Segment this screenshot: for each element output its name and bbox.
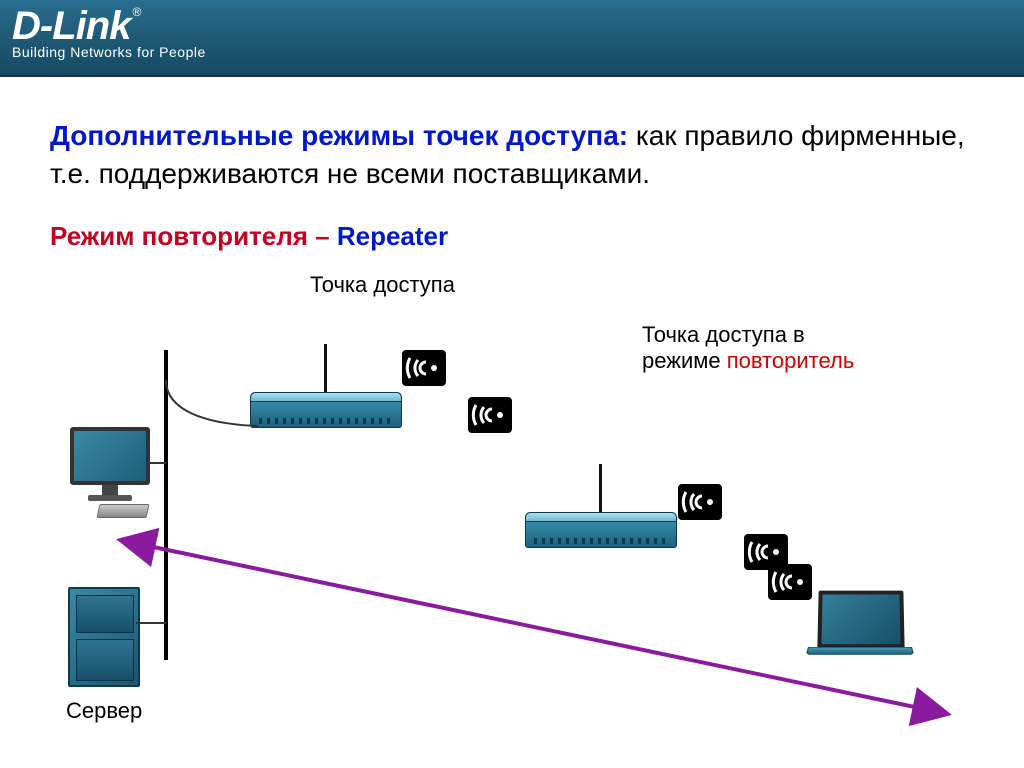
- subtitle-red: Режим повторителя –: [50, 221, 337, 251]
- header-banner: D-Link® Building Networks for People: [0, 0, 1024, 77]
- title-emphasis: Дополнительные режимы точек доступа:: [50, 120, 628, 151]
- logo-text: D-Link: [12, 4, 130, 48]
- slide-subtitle: Режим повторителя – Repeater: [50, 221, 974, 252]
- network-diagram: Точка доступа Точка доступа в режиме пов…: [50, 262, 974, 742]
- slide-title: Дополнительные режимы точек доступа: как…: [50, 117, 974, 193]
- brand-logo: D-Link® Building Networks for People: [12, 6, 206, 60]
- subtitle-blue: Repeater: [337, 221, 448, 251]
- logo-main-text: D-Link®: [12, 6, 206, 46]
- slide-content: Дополнительные режимы точек доступа: как…: [0, 77, 1024, 768]
- logo-tagline: Building Networks for People: [12, 44, 206, 60]
- registered-mark: ®: [132, 5, 140, 19]
- range-arrow: [50, 262, 974, 742]
